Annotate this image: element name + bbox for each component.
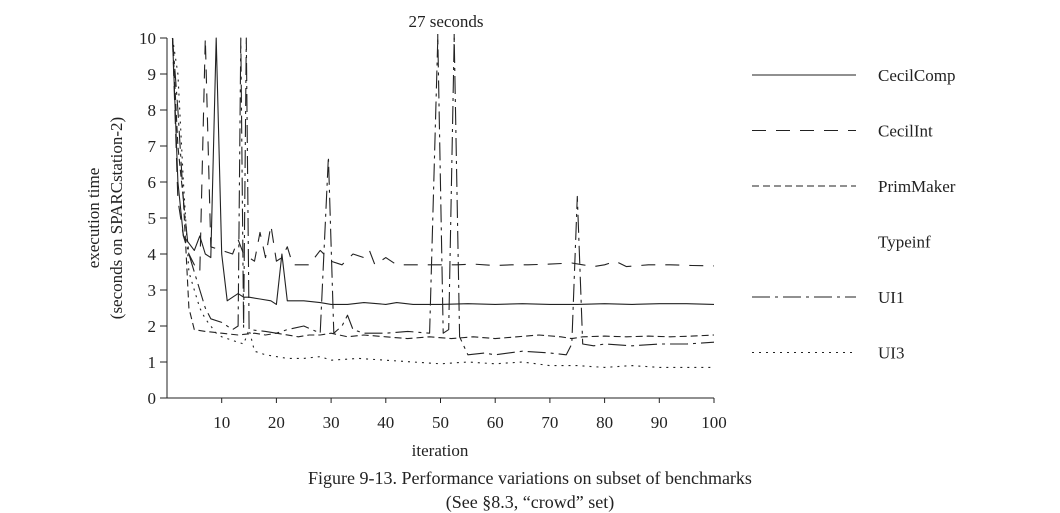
legend-label-typeinf: Typeinf: [878, 233, 931, 252]
x-tick-label-30: 30: [323, 413, 340, 432]
y-axis-label-line1: execution time: [84, 168, 103, 269]
y-axis-label-line2: (seconds on SPARCstation-2): [107, 117, 126, 319]
y-tick-label-3: 3: [148, 281, 157, 300]
series-line-primmaker: [171, 37, 715, 340]
chart-series: [171, 34, 715, 368]
x-tick-label-100: 100: [701, 413, 727, 432]
legend-label-ui3: UI3: [878, 344, 904, 363]
y-tick-label-5: 5: [148, 209, 157, 228]
y-tick-label-10: 10: [139, 29, 156, 48]
y-tick-label-7: 7: [148, 137, 157, 156]
y-tick-label-4: 4: [148, 245, 157, 264]
y-tick-label-6: 6: [148, 173, 157, 192]
legend-label-primmaker: PrimMaker: [878, 177, 956, 196]
series-line-cecilcomp: [171, 37, 715, 305]
legend-label-cecilint: CecilInt: [878, 122, 933, 141]
y-tick-label-9: 9: [148, 65, 157, 84]
x-tick-label-20: 20: [268, 413, 285, 432]
series-line-cecilint: [171, 37, 715, 273]
y-tick-label-0: 0: [148, 389, 157, 408]
x-tick-label-60: 60: [487, 413, 504, 432]
chart: 0 1 2 3 4 5 6 7 8 9 10 10 20 30 40 50 60 70 80 90 100 CecilC…: [84, 12, 956, 460]
chart-ticks: 0 1 2 3 4 5 6 7 8 9 10 10 20 30 40 50 60 70 80 90 100: [139, 29, 727, 432]
y-tick-label-1: 1: [148, 353, 157, 372]
legend-label-ui1: UI1: [878, 288, 904, 307]
chart-axes: [166, 38, 714, 399]
y-tick-label-8: 8: [148, 101, 157, 120]
figure-caption-line2: (See §8.3, “crowd” set): [445, 492, 615, 512]
x-axis-label: iteration: [412, 441, 469, 460]
figure-caption: Figure 9-13. Performance variations on s…: [308, 468, 752, 488]
x-tick-label-80: 80: [596, 413, 613, 432]
x-tick-label-10: 10: [213, 413, 230, 432]
x-tick-label-40: 40: [377, 413, 394, 432]
chart-legend: CecilComp CecilInt PrimMaker Typeinf UI1 UI3: [752, 66, 956, 363]
legend-label-cecilcomp: CecilComp: [878, 66, 955, 85]
x-tick-label-50: 50: [432, 413, 449, 432]
series-line-ui1: [171, 37, 715, 356]
y-tick-label-2: 2: [148, 317, 157, 336]
x-tick-label-70: 70: [541, 413, 558, 432]
series-line-ui3: [171, 37, 714, 368]
annotation-27-seconds: 27 seconds: [408, 12, 483, 31]
x-tick-label-90: 90: [651, 413, 668, 432]
